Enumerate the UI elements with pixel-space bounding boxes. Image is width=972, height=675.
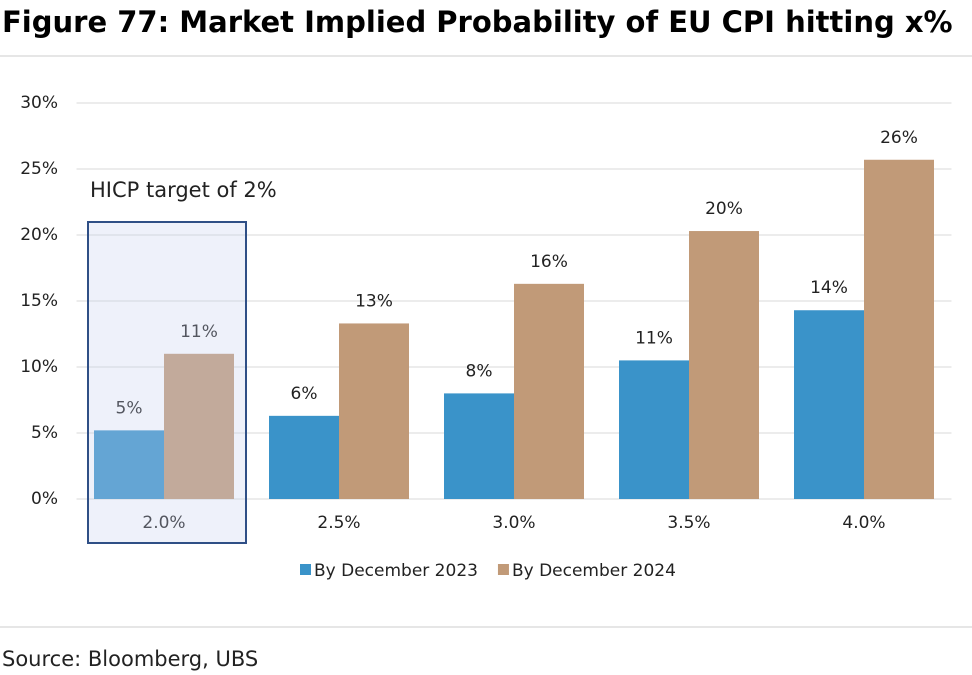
x-tick-label: 4.0% [842,513,885,533]
value-label: 8% [466,361,493,381]
bar [339,323,409,499]
highlight-box [87,221,247,544]
bar [689,231,759,500]
legend-label: By December 2023 [314,561,478,581]
bar [164,353,234,499]
x-tick-label: 3.0% [492,513,535,533]
value-label: 6% [291,384,318,404]
value-label: 5% [116,398,143,418]
bar [864,159,934,499]
bar [619,360,689,499]
annotation: HICP target of 2% [90,178,277,202]
y-tick-label: 20% [20,225,58,245]
y-tick-label: 25% [20,159,58,179]
value-label: 26% [880,128,918,148]
y-tick-label: 15% [20,291,58,311]
value-label: 16% [530,252,568,272]
source: Source: Bloomberg, UBS [2,647,258,671]
bar [94,430,164,499]
legend-label: By December 2024 [512,561,676,581]
legend-swatch [497,564,509,575]
value-label: 13% [355,291,393,311]
y-tick-label: 5% [31,423,58,443]
x-tick-label: 3.5% [667,513,710,533]
chart-title: Figure 77: Market Implied Probability of… [2,5,953,39]
legend-swatch [300,564,311,575]
bar [794,310,864,499]
value-label: 11% [635,328,673,348]
y-tick-label: 10% [20,357,58,377]
y-tick-label: 30% [20,93,58,113]
value-label: 20% [705,199,743,219]
bar [444,393,514,499]
y-tick-label: 0% [31,489,58,509]
value-label: 11% [180,322,218,342]
bar [514,283,584,499]
x-tick-label: 2.5% [317,513,360,533]
x-tick-label: 2.0% [142,513,185,533]
value-label: 14% [810,278,848,298]
bar [269,415,339,499]
